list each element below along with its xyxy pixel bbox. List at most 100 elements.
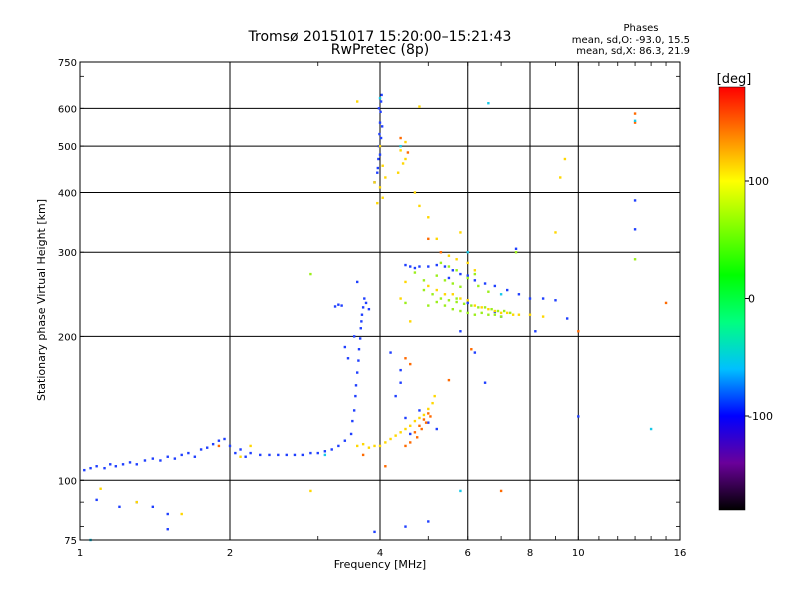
data-point (459, 231, 462, 234)
data-point (470, 348, 473, 351)
data-point (118, 505, 121, 509)
data-point (355, 371, 359, 374)
data-point (379, 100, 383, 103)
data-point (109, 463, 112, 466)
data-point (199, 448, 203, 451)
data-point (217, 439, 221, 442)
data-point (404, 263, 407, 267)
data-point (447, 276, 451, 280)
data-point (505, 311, 509, 315)
data-point (399, 144, 402, 148)
data-point (378, 121, 382, 124)
data-point (378, 132, 381, 136)
data-point (451, 269, 455, 272)
data-point (180, 453, 183, 457)
data-point (121, 463, 125, 466)
data-point (439, 251, 443, 254)
data-point (349, 432, 353, 436)
data-point (451, 307, 455, 311)
data-point (577, 330, 580, 333)
data-points (83, 93, 668, 542)
data-point (528, 313, 532, 316)
data-point (364, 301, 368, 305)
data-point (447, 299, 451, 302)
data-point (455, 297, 458, 300)
data-point (455, 269, 458, 272)
data-point (427, 412, 430, 415)
data-point (399, 368, 402, 372)
data-point (477, 284, 480, 288)
data-point (355, 280, 359, 284)
legend-line-o: mean, sd,O: -93.0, 15.5 (572, 35, 690, 46)
data-point (466, 311, 469, 315)
data-point (459, 285, 462, 288)
data-point (128, 461, 132, 464)
data-point (360, 320, 363, 323)
data-point (384, 465, 387, 468)
data-point (413, 431, 417, 434)
data-point (487, 290, 490, 293)
data-point (493, 284, 497, 288)
data-point (459, 330, 462, 333)
data-point (89, 466, 92, 470)
data-point (378, 144, 382, 148)
data-point (234, 451, 237, 455)
data-point (427, 520, 430, 523)
data-point (483, 306, 487, 309)
data-point (361, 453, 365, 457)
data-point (517, 313, 521, 316)
data-point (376, 201, 379, 205)
data-point (205, 446, 209, 449)
data-point (541, 315, 545, 318)
data-point (420, 427, 423, 431)
chart-subtitle: RwPretec (8p) (331, 42, 429, 58)
data-point (399, 149, 402, 152)
data-point (343, 345, 347, 349)
data-point (427, 304, 430, 307)
data-point (559, 176, 562, 179)
data-point (473, 313, 477, 316)
data-point (309, 451, 312, 455)
y-tick-label: 600 (58, 104, 77, 115)
data-point (466, 276, 469, 280)
data-point (451, 282, 455, 285)
x-axis: 1 2 4 6 8 10 16 (77, 62, 687, 559)
data-point (95, 465, 98, 468)
data-point (95, 498, 98, 502)
x-tick-label: 4 (377, 548, 383, 559)
data-point (429, 415, 432, 418)
data-point (399, 136, 402, 140)
data-point (511, 313, 515, 316)
data-point (418, 416, 421, 420)
data-point (357, 359, 360, 362)
data-point (361, 306, 365, 309)
data-point (244, 455, 247, 458)
y-tick-label: 100 (58, 476, 77, 487)
data-point (534, 330, 537, 333)
data-point (360, 313, 364, 316)
colorbar: [deg] 100 0 -100 (717, 72, 773, 511)
data-point (187, 451, 190, 455)
data-point (135, 500, 138, 504)
data-point (217, 444, 221, 448)
data-point (373, 444, 376, 448)
data-point (394, 434, 397, 437)
data-point (333, 305, 337, 308)
data-point (451, 293, 455, 296)
data-point (359, 327, 362, 330)
data-point (376, 171, 379, 174)
data-point (455, 258, 458, 261)
data-point (443, 293, 447, 296)
data-point (466, 251, 469, 254)
data-point (517, 293, 521, 296)
data-point (435, 288, 438, 292)
data-point (389, 351, 392, 354)
x-tick-label: 16 (674, 548, 687, 559)
data-point (384, 441, 387, 444)
data-point (633, 112, 637, 115)
data-point (135, 463, 138, 466)
data-point (409, 441, 412, 444)
data-point (422, 279, 426, 282)
colorbar-gradient (718, 86, 746, 511)
